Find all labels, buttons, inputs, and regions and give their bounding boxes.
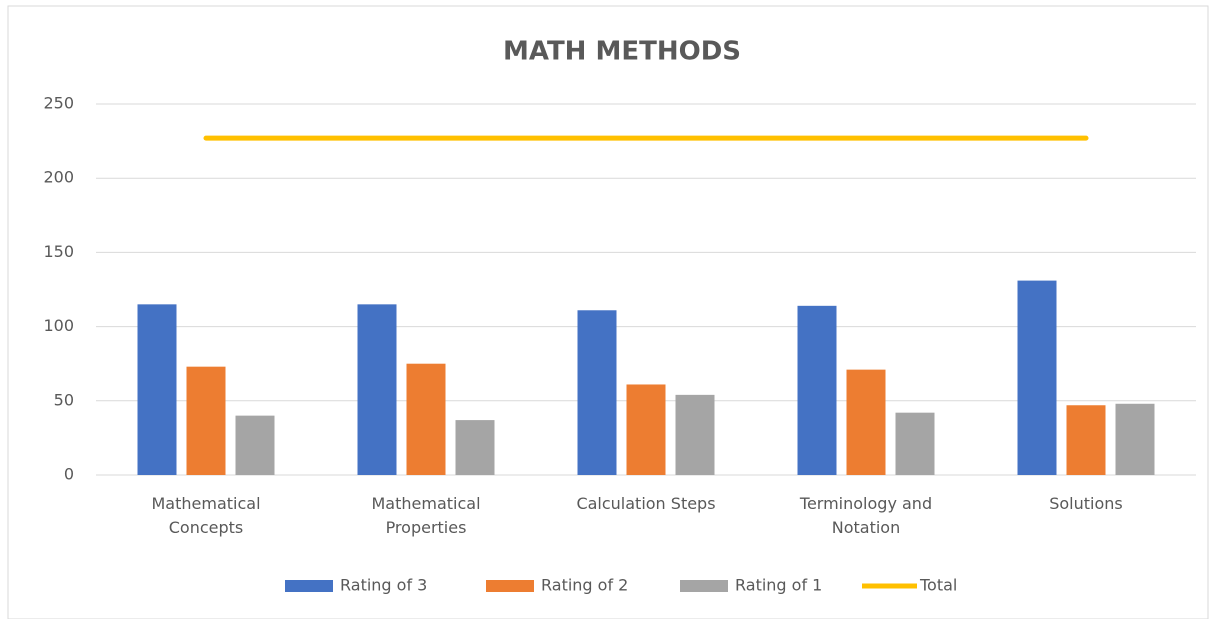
bar bbox=[1017, 280, 1057, 475]
bar bbox=[797, 305, 837, 475]
x-tick-label: Solutions bbox=[1049, 494, 1123, 513]
bar bbox=[357, 304, 397, 475]
chart-title: MATH METHODS bbox=[503, 37, 741, 67]
legend-label: Total bbox=[919, 576, 957, 595]
y-tick-label: 0 bbox=[64, 465, 74, 484]
bar bbox=[235, 415, 275, 475]
bar bbox=[1115, 403, 1155, 475]
bar bbox=[626, 384, 666, 475]
y-tick-label: 150 bbox=[43, 242, 74, 261]
legend-swatch bbox=[680, 580, 728, 592]
bar bbox=[186, 366, 226, 475]
bar bbox=[895, 412, 935, 475]
y-tick-label: 100 bbox=[43, 316, 74, 335]
bar bbox=[406, 363, 446, 475]
legend-label: Rating of 1 bbox=[735, 576, 822, 595]
x-tick-label: Calculation Steps bbox=[576, 494, 716, 513]
legend-swatch bbox=[486, 580, 534, 592]
x-tick-label: Terminology and Notation bbox=[799, 494, 933, 537]
y-tick-label: 200 bbox=[43, 168, 74, 187]
y-tick-label: 50 bbox=[54, 390, 74, 409]
x-tick-label: Mathematical Concepts bbox=[151, 494, 261, 537]
bar bbox=[846, 369, 886, 475]
y-tick-label: 250 bbox=[43, 94, 74, 113]
bar bbox=[577, 310, 617, 475]
legend-swatch bbox=[285, 580, 333, 592]
x-tick-label: Mathematical Properties bbox=[371, 494, 481, 537]
legend-label: Rating of 3 bbox=[340, 576, 427, 595]
bar bbox=[675, 394, 715, 475]
bar bbox=[1066, 405, 1106, 475]
bar bbox=[137, 304, 177, 475]
legend-label: Rating of 2 bbox=[541, 576, 628, 595]
bar bbox=[455, 420, 495, 475]
